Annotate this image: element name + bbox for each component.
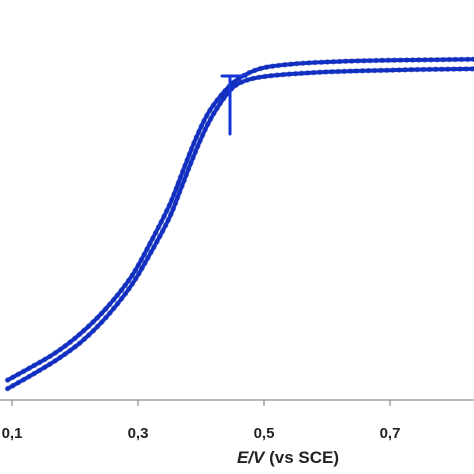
x-tick-label-2: 0,3 — [128, 425, 149, 442]
x-axis-label: E/V (vs SCE) — [237, 448, 339, 467]
x-tick-label-1: 0,1 — [2, 425, 23, 442]
scan-marker — [220, 74, 248, 136]
series-points-1 — [4, 66, 474, 392]
series-points-2 — [4, 56, 474, 383]
x-axis-ticks: 0,1 0,3 0,5 0,7 — [2, 400, 401, 442]
series-line-2 — [5, 57, 474, 383]
x-tick-label-4: 0,7 — [380, 425, 401, 442]
x-tick-label-3: 0,5 — [254, 425, 275, 442]
series-line-1 — [5, 66, 474, 391]
x-axis-label-rest: (vs SCE) — [264, 448, 339, 467]
x-axis-label-italic: E/V — [237, 448, 266, 467]
series-layer — [4, 56, 474, 392]
